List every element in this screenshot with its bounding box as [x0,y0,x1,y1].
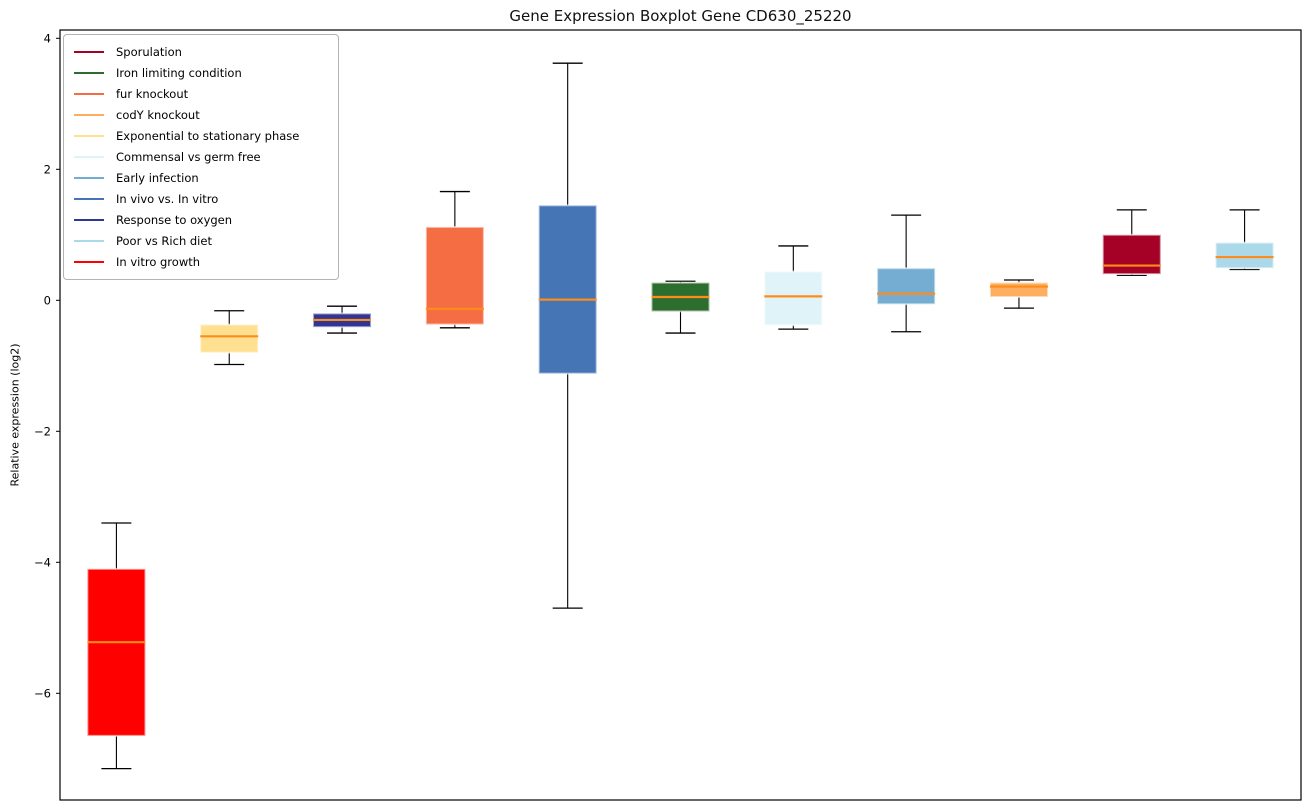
legend-swatch-line [74,134,104,137]
legend-label: Early infection [116,170,199,185]
legend-item: Iron limiting condition [74,62,330,83]
box-8 [988,281,1049,299]
legend-label: codY knockout [116,107,200,122]
legend-swatch-line [74,92,104,95]
box-10 [1214,241,1275,270]
legend-item: Sporulation [74,41,330,62]
legend-swatch-line [74,155,104,158]
legend-label: Response to oxygen [116,212,233,227]
legend-item: In vitro growth [74,251,330,272]
legend-label: Poor vs Rich diet [116,233,212,248]
y-tick-label: −6 [34,686,51,700]
y-tick-label: 4 [44,31,51,45]
y-tick-label: 0 [44,293,51,307]
legend-item: Early infection [74,167,330,188]
legend-item: fur knockout [74,83,330,104]
legend-item: codY knockout [74,104,330,125]
box-7 [876,267,937,306]
legend-label: Exponential to stationary phase [116,128,300,143]
legend-item: Response to oxygen [74,209,330,230]
legend-swatch-line [74,218,104,221]
legend: Sporulation Iron limiting condition fur kn… [63,34,339,280]
chart-title: Gene Expression Boxplot Gene CD630_25220 [509,7,852,25]
box-9 [1101,233,1162,276]
legend-swatch-line [74,239,104,242]
legend-item: Poor vs Rich diet [74,230,330,251]
box-4 [537,204,598,375]
axes-frame [59,29,1302,801]
legend-label: In vitro growth [116,254,201,269]
y-tick-label: −2 [34,424,51,438]
legend-item: Exponential to stationary phase [74,125,330,146]
legend-label: In vivo vs. In vitro [116,191,219,206]
legend-swatch-line [74,50,104,53]
legend-swatch-line [74,71,104,74]
legend-label: Sporulation [116,44,182,59]
legend-swatch-line [74,176,104,179]
box-6 [763,270,824,327]
box-1 [199,323,260,354]
legend-swatch-line [74,113,104,116]
legend-label: fur knockout [116,86,189,101]
y-tick-label: −4 [34,555,51,569]
legend-swatch-line [74,197,104,200]
legend-label: Commensal vs germ free [116,149,261,164]
legend-item: In vivo vs. In vitro [74,188,330,209]
legend-label: Iron limiting condition [116,65,242,80]
legend-swatch-line [74,260,104,263]
y-tick-label: 2 [44,162,51,176]
box-0 [86,567,147,737]
legend-item: Commensal vs germ free [74,146,330,167]
